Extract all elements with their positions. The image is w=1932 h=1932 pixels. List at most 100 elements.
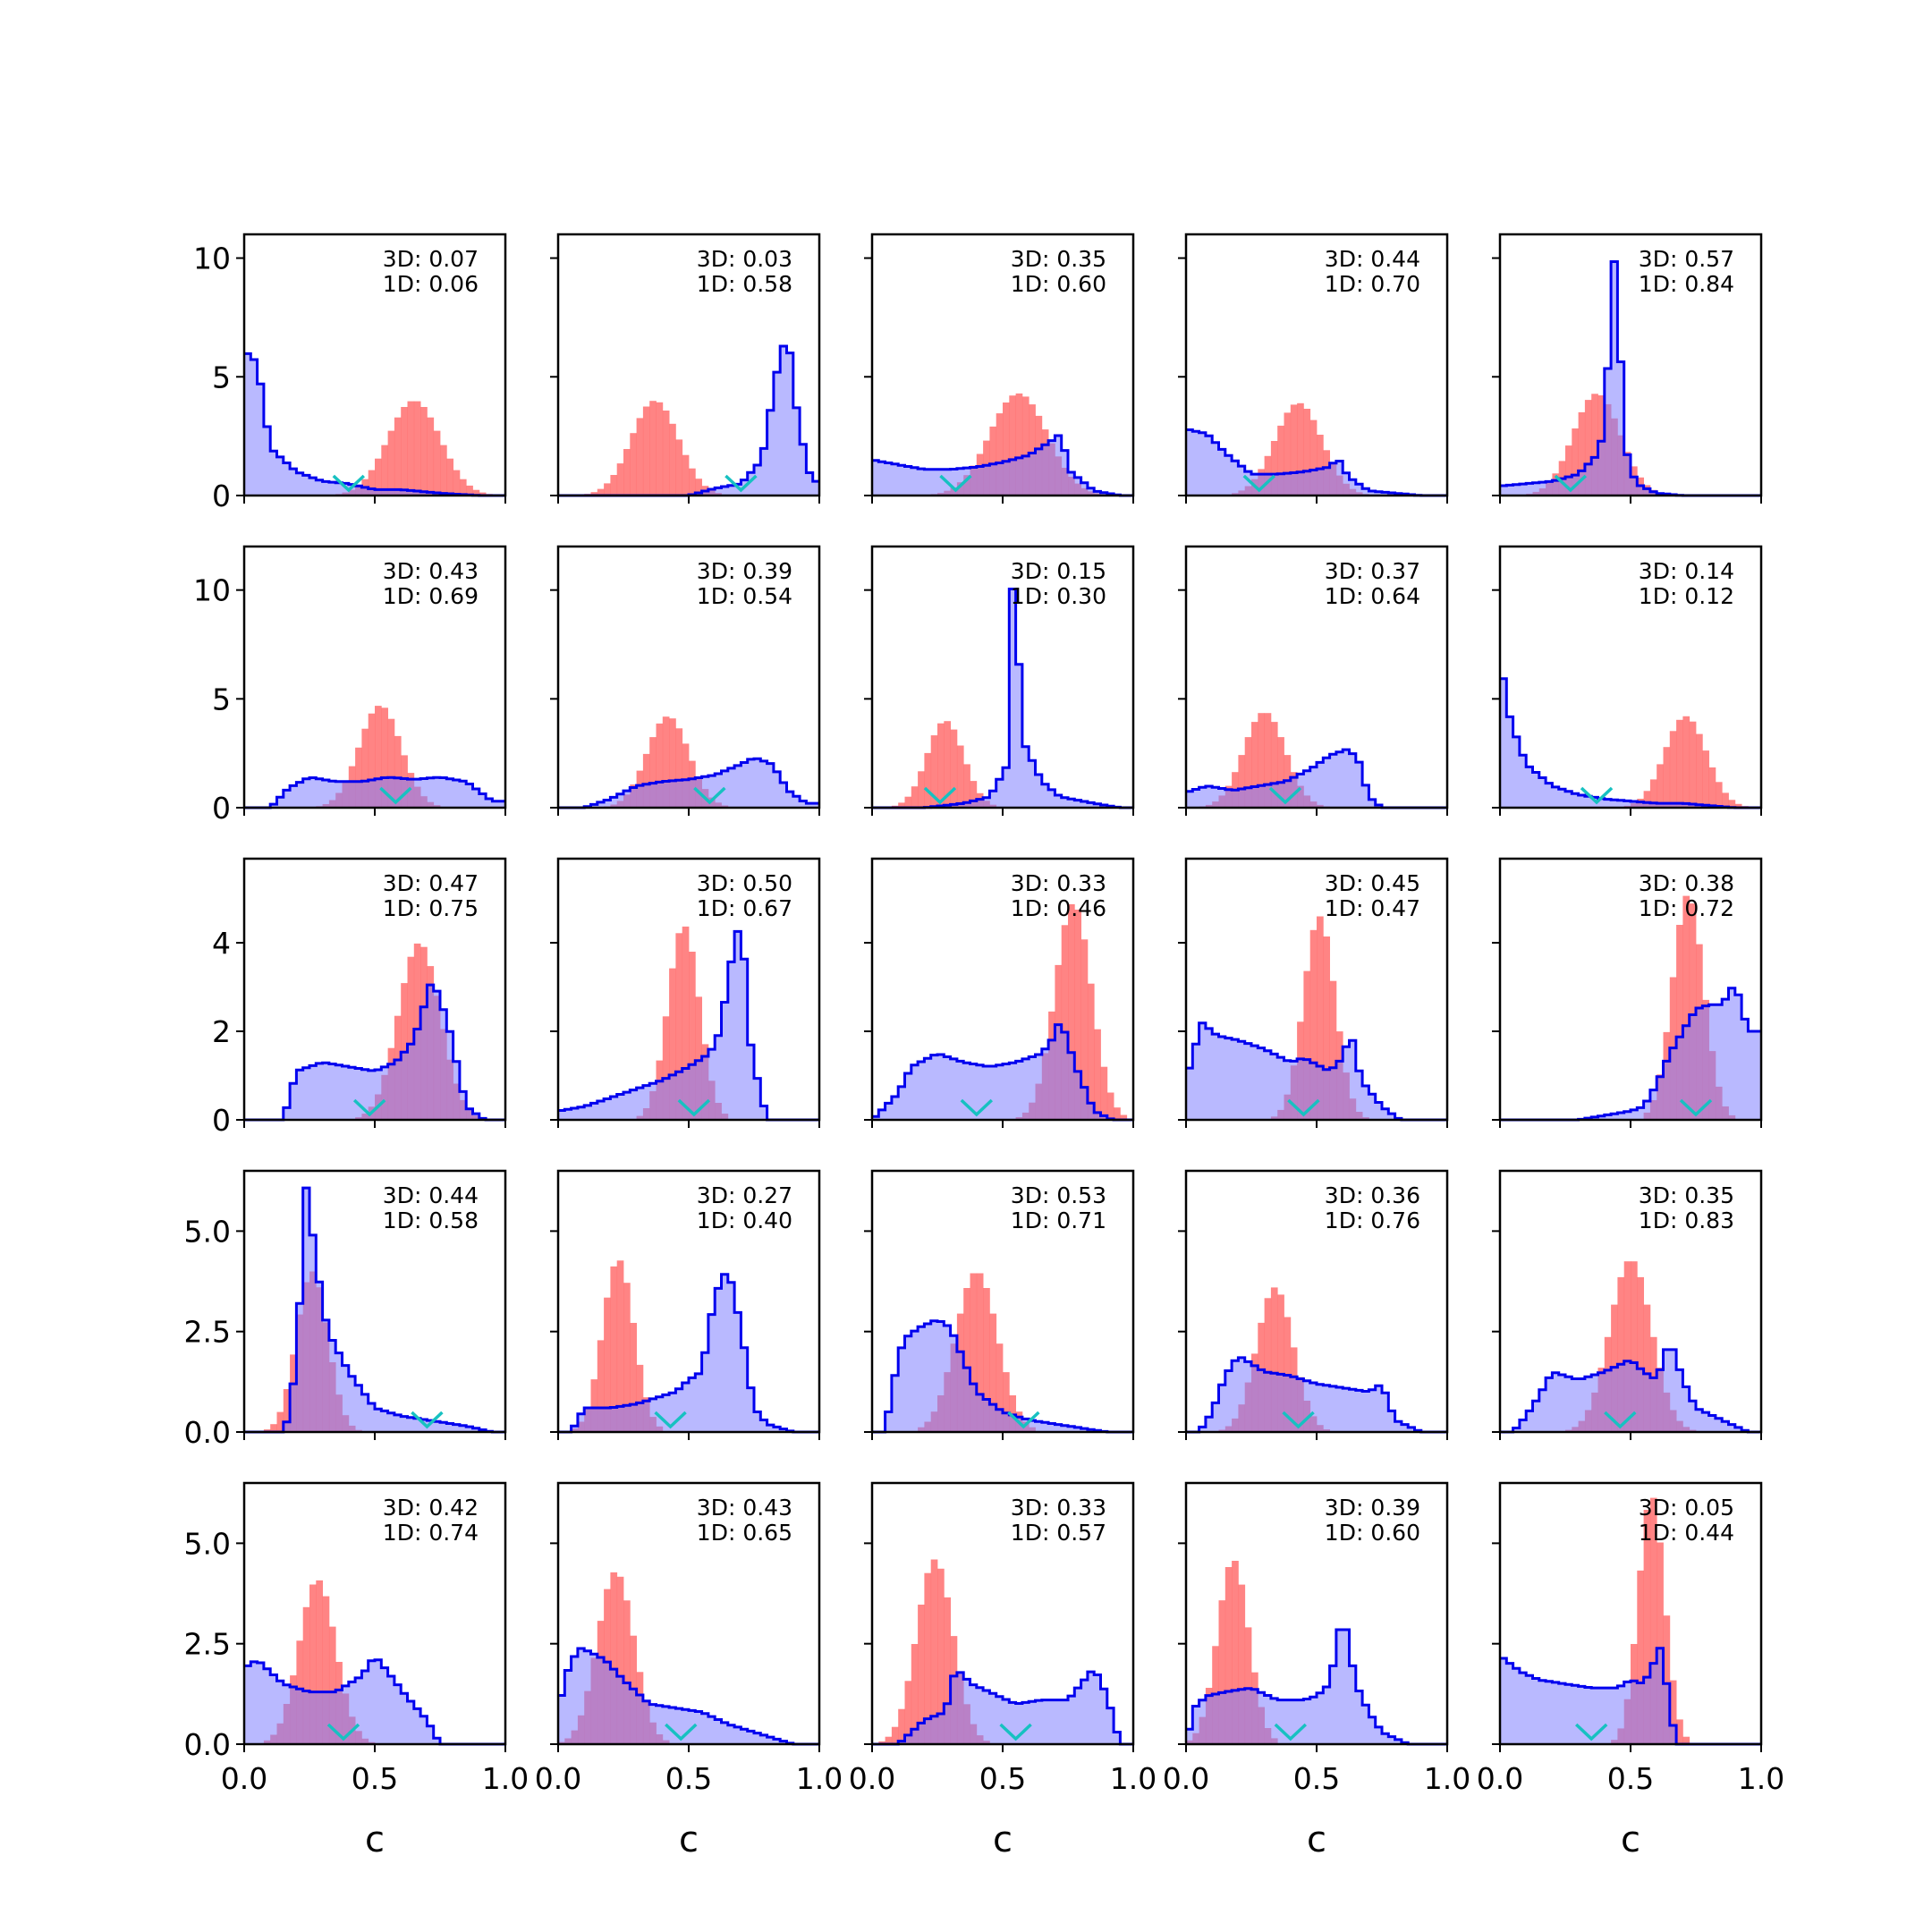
red-bar <box>682 743 690 808</box>
blue-hist-outline <box>244 352 505 497</box>
red-bar <box>682 454 690 496</box>
red-bar <box>1264 713 1272 808</box>
red-bar <box>878 1741 886 1744</box>
red-bar <box>1669 1680 1677 1744</box>
annotation-3d: 3D: 0.43 <box>383 558 479 584</box>
red-bar <box>989 426 997 496</box>
blue-hist-fill <box>558 1648 819 1744</box>
annotation-3d: 3D: 0.27 <box>697 1182 792 1208</box>
x-tick-label: 0.0 <box>221 1761 267 1796</box>
red-bar <box>1329 980 1337 1120</box>
red-bar <box>381 445 388 496</box>
blue-hist-outline <box>1500 677 1761 809</box>
red-bar <box>1100 1066 1108 1120</box>
red-bar <box>891 1726 899 1744</box>
y-tick-label: 0 <box>212 1103 231 1138</box>
median-marker <box>352 1098 386 1117</box>
red-bar <box>944 1597 951 1744</box>
red-bar <box>1087 983 1095 1120</box>
annotation-3d: 3D: 0.14 <box>1639 558 1734 584</box>
red-bar <box>930 1559 938 1744</box>
blue-hist-fill <box>244 1659 505 1744</box>
red-bar <box>1715 782 1723 808</box>
red-bar <box>1015 393 1023 496</box>
red-bar <box>276 1411 284 1432</box>
median-marker <box>693 786 726 805</box>
annotation-1d: 1D: 0.74 <box>383 1520 479 1546</box>
red-bar <box>1277 737 1284 808</box>
red-bar <box>675 439 683 496</box>
annotation-3d: 3D: 0.42 <box>383 1495 479 1521</box>
x-axis-label: c <box>1307 1819 1326 1860</box>
red-bar <box>656 723 664 808</box>
red-bar <box>1728 800 1736 808</box>
x-tick-label: 0.0 <box>1477 1761 1523 1796</box>
red-bar <box>610 1266 618 1432</box>
blue-hist-outline <box>558 1273 819 1434</box>
blue-hist-outline <box>872 588 1133 809</box>
red-bar <box>1317 916 1324 1120</box>
red-bar <box>623 1283 631 1432</box>
red-bar <box>1264 1298 1272 1432</box>
red-bar <box>381 708 388 808</box>
red-bar <box>682 926 690 1120</box>
blue-hist-fill <box>244 1188 505 1432</box>
red-bar <box>1637 1276 1644 1432</box>
red-bar <box>911 1644 919 1744</box>
median-marker <box>1575 1723 1608 1741</box>
x-tick-label: 1.0 <box>482 1761 529 1796</box>
red-bar <box>394 735 402 808</box>
x-axis-label: c <box>679 1819 699 1860</box>
x-tick-label: 1.0 <box>1738 1761 1784 1796</box>
red-bar <box>1224 1567 1233 1744</box>
red-bar <box>937 723 945 808</box>
red-bar <box>407 956 415 1120</box>
red-bar <box>669 968 676 1120</box>
blue-hist-fill <box>1186 1022 1447 1120</box>
red-bar <box>270 1424 277 1432</box>
red-bar <box>944 721 951 808</box>
annotation-3d: 3D: 0.39 <box>1325 1495 1420 1521</box>
red-bar <box>636 418 644 496</box>
x-tick-label: 1.0 <box>796 1761 843 1796</box>
red-bar <box>1689 903 1697 1120</box>
y-tick-label: 5 <box>212 360 231 394</box>
red-bar <box>1003 1372 1010 1432</box>
annotation-3d: 3D: 0.15 <box>1011 558 1106 584</box>
red-bar <box>387 430 395 496</box>
y-tick-label: 5.0 <box>184 1214 231 1249</box>
annotation-3d: 3D: 0.36 <box>1325 1182 1420 1208</box>
red-bar <box>283 1389 291 1432</box>
blue-hist-outline <box>244 775 505 809</box>
red-bar <box>1244 1627 1252 1744</box>
annotation-1d: 1D: 0.47 <box>1325 895 1420 921</box>
median-marker <box>326 1723 360 1741</box>
red-bar <box>695 996 702 1120</box>
red-bar <box>616 1576 624 1744</box>
annotation-1d: 1D: 0.72 <box>1639 895 1734 921</box>
red-bar <box>642 406 650 496</box>
annotation-1d: 1D: 0.58 <box>697 271 792 297</box>
red-bar <box>1258 713 1265 808</box>
red-bar <box>675 933 683 1120</box>
red-bar <box>1565 445 1572 496</box>
annotation-1d: 1D: 0.71 <box>1011 1208 1106 1233</box>
annotation-3d: 3D: 0.44 <box>1325 246 1420 272</box>
red-bar <box>1290 404 1298 496</box>
red-bar <box>983 1288 990 1432</box>
red-bar <box>590 1379 598 1432</box>
red-bar <box>695 479 702 496</box>
red-bar <box>623 449 631 496</box>
red-bar <box>642 753 650 808</box>
annotation-3d: 3D: 0.33 <box>1011 870 1106 896</box>
red-bar <box>387 718 395 808</box>
median-marker <box>654 1411 687 1429</box>
annotation-3d: 3D: 0.43 <box>697 1495 792 1521</box>
annotation-3d: 3D: 0.33 <box>1011 1495 1106 1521</box>
median-marker <box>923 786 957 805</box>
